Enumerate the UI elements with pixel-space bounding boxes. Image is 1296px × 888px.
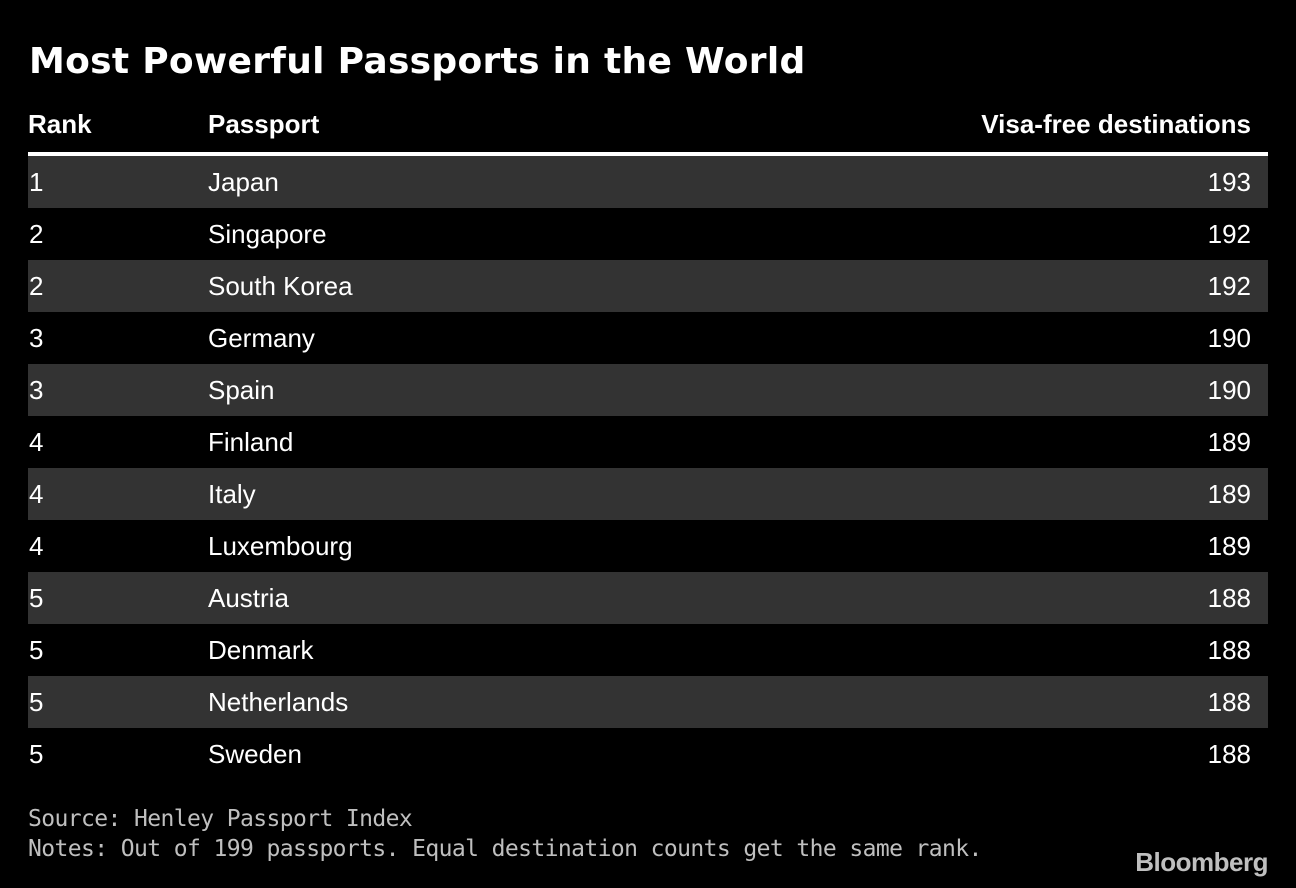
passport-cell: Denmark: [208, 635, 314, 665]
rank-cell: 5: [29, 687, 44, 717]
passport-cell: Italy: [208, 479, 256, 509]
source-note: Source: Henley Passport Index: [28, 806, 413, 832]
passport-cell: Spain: [208, 375, 275, 405]
rank-cell: 5: [29, 583, 44, 613]
visa-free-cell: 192: [1207, 271, 1251, 301]
rank-cell: 2: [29, 271, 44, 301]
visa-free-cell: 190: [1207, 375, 1251, 405]
rank-cell: 2: [29, 219, 44, 249]
column-header-visa-free: Visa-free destinations: [981, 109, 1251, 139]
chart-title: Most Powerful Passports in the World: [29, 41, 806, 82]
rank-cell: 4: [29, 531, 44, 561]
passport-cell: Netherlands: [208, 687, 349, 717]
visa-free-cell: 192: [1207, 219, 1251, 249]
table-row: 5 Sweden 188: [28, 728, 1268, 780]
table-row: 1 Japan 193: [28, 156, 1268, 208]
passport-cell: Austria: [208, 583, 289, 613]
passport-cell: Singapore: [208, 219, 327, 249]
table-row: 5 Netherlands 188: [28, 676, 1268, 728]
passport-cell: Sweden: [208, 739, 302, 769]
rank-cell: 5: [29, 635, 44, 665]
notes-text: Notes: Out of 199 passports. Equal desti…: [28, 836, 982, 862]
chart-footer: Source: Henley Passport Index Notes: Out…: [28, 804, 982, 864]
passport-cell: Luxembourg: [208, 531, 353, 561]
visa-free-cell: 188: [1207, 687, 1251, 717]
passport-cell: Finland: [208, 427, 294, 457]
table-row: 5 Austria 188: [28, 572, 1268, 624]
column-header-rank: Rank: [28, 109, 92, 139]
table-row: 4 Italy 189: [28, 468, 1268, 520]
table-row: 4 Finland 189: [28, 416, 1268, 468]
rank-cell: 4: [29, 479, 44, 509]
passport-cell: Japan: [208, 167, 279, 197]
table-row: 3 Germany 190: [28, 312, 1268, 364]
passport-cell: South Korea: [208, 271, 353, 301]
visa-free-cell: 188: [1207, 583, 1251, 613]
visa-free-cell: 189: [1207, 479, 1251, 509]
visa-free-cell: 188: [1207, 739, 1251, 769]
visa-free-cell: 190: [1207, 323, 1251, 353]
visa-free-cell: 188: [1207, 635, 1251, 665]
visa-free-cell: 189: [1207, 427, 1251, 457]
visa-free-cell: 193: [1207, 167, 1251, 197]
table-row: 3 Spain 190: [28, 364, 1268, 416]
header-divider: [28, 152, 1268, 156]
rank-cell: 5: [29, 739, 44, 769]
rank-cell: 3: [29, 375, 44, 405]
table-header: Rank Passport Visa-free destinations: [28, 104, 1268, 144]
table-row: 2 Singapore 192: [28, 208, 1268, 260]
column-header-passport: Passport: [208, 109, 320, 139]
rank-cell: 1: [29, 167, 44, 197]
table-row: 2 South Korea 192: [28, 260, 1268, 312]
bloomberg-logo: Bloomberg: [1135, 847, 1268, 877]
table-row: 4 Luxembourg 189: [28, 520, 1268, 572]
rank-cell: 3: [29, 323, 44, 353]
table-row: 5 Denmark 188: [28, 624, 1268, 676]
visa-free-cell: 189: [1207, 531, 1251, 561]
table-body: 1 Japan 193 2 Singapore 192 2 South Korea 192 3 Ge…: [28, 156, 1268, 780]
passport-cell: Germany: [208, 323, 315, 353]
rank-cell: 4: [29, 427, 44, 457]
